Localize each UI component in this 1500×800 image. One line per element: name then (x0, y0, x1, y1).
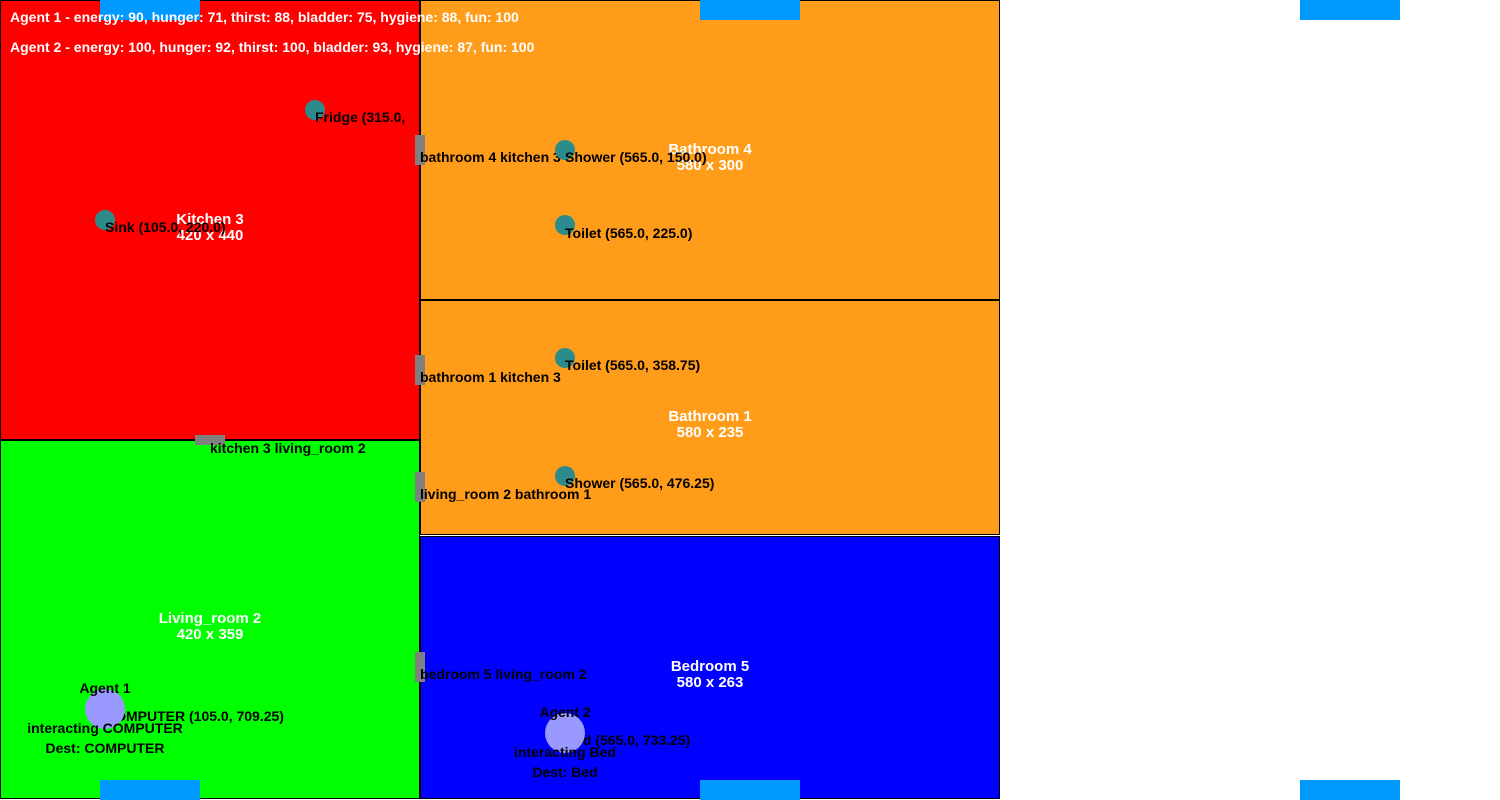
room-label-kitchen-3: Kitchen 3 420 x 440 (176, 212, 244, 244)
agent-2-name: Agent 2 (539, 704, 591, 720)
door-label-kitchen-3-living-room-2: kitchen 3 living_room 2 (210, 440, 366, 456)
room-label-living-room-2: Living_room 2 420 x 359 (159, 611, 262, 643)
agent-2-stats: Agent 2 - energy: 100, hunger: 92, thirs… (10, 39, 535, 55)
edge-bar-bottom-1 (100, 780, 200, 800)
shower-bathroom-1-object[interactable] (555, 466, 575, 486)
room-label-bedroom-5: Bedroom 5 580 x 263 (671, 659, 749, 691)
door-label-living-room-2-bathroom-1: living_room 2 bathroom 1 (420, 486, 592, 502)
toilet-bathroom-1-object[interactable] (555, 348, 575, 368)
sink-label: Sink (105.0, 220.0) (105, 219, 226, 235)
edge-bar-top-3 (1300, 0, 1400, 20)
room-bathroom-4 (420, 0, 1000, 300)
room-size: 580 x 300 (676, 157, 744, 174)
sink-object[interactable] (95, 210, 115, 230)
room-label-bathroom-4: Bathroom 4 580 x 300 (668, 142, 751, 174)
computer-label: COMPUTER (105.0, 709.25) (105, 708, 284, 724)
agent-1-status: interacting COMPUTER (27, 720, 183, 736)
room-size: 580 x 235 (676, 424, 744, 441)
room-name: Bathroom 4 (668, 141, 752, 158)
agent-1-stats: Agent 1 - energy: 90, hunger: 71, thirst… (10, 9, 519, 25)
room-bathroom-1 (420, 300, 1000, 535)
room-size: 580 x 263 (676, 674, 744, 691)
room-name: Bathroom 1 (668, 408, 752, 425)
agent-1-marker[interactable] (85, 689, 125, 729)
fridge-label: Fridge (315.0, (315, 109, 406, 125)
room-living-room-2 (0, 440, 420, 799)
room-kitchen-3 (0, 0, 420, 440)
agent-2-marker[interactable] (545, 713, 585, 753)
room-name: Living_room 2 (158, 610, 262, 627)
shower-bathroom-1-label: Shower (565.0, 476.25) (565, 475, 715, 491)
room-label-bathroom-1: Bathroom 1 580 x 235 (668, 409, 751, 441)
toilet-bathroom-4-label: Toilet (565.0, 225.0) (565, 225, 693, 241)
fridge-object[interactable] (305, 100, 325, 120)
door-bathroom-4-kitchen-3[interactable] (415, 135, 425, 165)
agent-2-status: interacting Bed (514, 744, 616, 760)
door-bedroom-5-living-room-2[interactable] (415, 652, 425, 682)
room-name: Bedroom 5 (670, 658, 750, 675)
room-name: Kitchen 3 (176, 211, 244, 228)
door-label-bathroom-4-kitchen-3: bathroom 4 kitchen 3 (420, 149, 561, 165)
shower-bathroom-4-label: Shower (565.0, 150.0) (565, 149, 707, 165)
edge-bar-bottom-2 (700, 780, 800, 800)
room-bedroom-5 (420, 536, 1000, 799)
door-living-room-2-bathroom-1[interactable] (415, 472, 425, 502)
door-bathroom-1-kitchen-3[interactable] (415, 355, 425, 385)
bed-label: Bed (565.0, 733.25) (565, 732, 691, 748)
shower-bathroom-4-object[interactable] (555, 140, 575, 160)
edge-bar-top-2 (700, 0, 800, 20)
edge-bar-top-1 (100, 0, 200, 20)
edge-bar-bottom-3 (1300, 780, 1400, 800)
toilet-bathroom-1-label: Toilet (565.0, 358.75) (565, 357, 701, 373)
door-kitchen-3-living-room-2[interactable] (195, 435, 225, 445)
room-size: 420 x 440 (176, 227, 244, 244)
room-size: 420 x 359 (176, 626, 244, 643)
toilet-bathroom-4-object[interactable] (555, 215, 575, 235)
agent-1-name: Agent 1 (79, 680, 131, 696)
door-label-bedroom-5-living-room-2: bedroom 5 living_room 2 (420, 666, 587, 682)
agent-2-dest: Dest: Bed (532, 764, 598, 780)
door-label-bathroom-1-kitchen-3: bathroom 1 kitchen 3 (420, 369, 561, 385)
agent-1-dest: Dest: COMPUTER (45, 740, 165, 756)
